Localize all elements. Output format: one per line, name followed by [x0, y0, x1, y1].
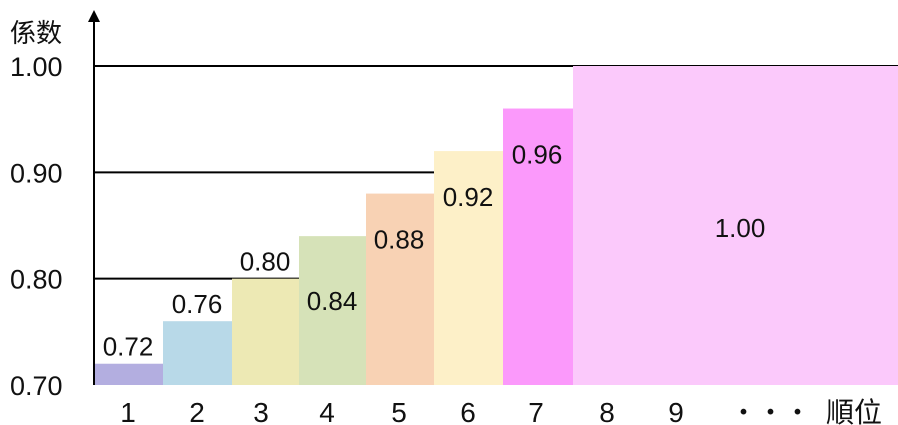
x-tick-label: 2 [189, 397, 205, 425]
y-tick-label: 0.90 [10, 158, 63, 188]
bar-value-label: 0.84 [307, 286, 358, 316]
bar [573, 66, 898, 385]
bar-value-label: 0.88 [374, 225, 425, 255]
bar [366, 193, 434, 385]
y-tick-label: 0.80 [10, 265, 63, 295]
x-axis-label: 順位 [826, 397, 882, 425]
bar-value-label: 0.72 [103, 332, 154, 362]
bar [232, 278, 299, 385]
x-tick-label: 1 [120, 397, 136, 425]
x-tick-label: 7 [528, 397, 544, 425]
x-tick-label: 6 [460, 397, 476, 425]
bar [299, 236, 366, 385]
bar-value-label: 1.00 [715, 213, 766, 243]
bar-value-label: 0.76 [172, 289, 223, 319]
bar-value-label: 0.80 [240, 247, 291, 277]
x-tick-label: 3 [253, 397, 269, 425]
x-tick-label: 9 [668, 397, 684, 425]
x-tick-label: 8 [599, 397, 615, 425]
bar-value-label: 0.96 [512, 140, 563, 170]
bar [503, 108, 573, 386]
bar-value-label: 0.92 [443, 182, 494, 212]
y-axis-label: 係数 [10, 18, 62, 48]
bar [434, 151, 503, 385]
y-tick-label: 0.70 [10, 371, 63, 401]
y-tick-label: 1.00 [10, 52, 63, 82]
x-axis-ellipsis: ・・・ [730, 398, 811, 425]
x-tick-label: 4 [319, 397, 335, 425]
bar [163, 321, 232, 385]
bar [94, 363, 163, 385]
x-tick-label: 5 [391, 397, 407, 425]
